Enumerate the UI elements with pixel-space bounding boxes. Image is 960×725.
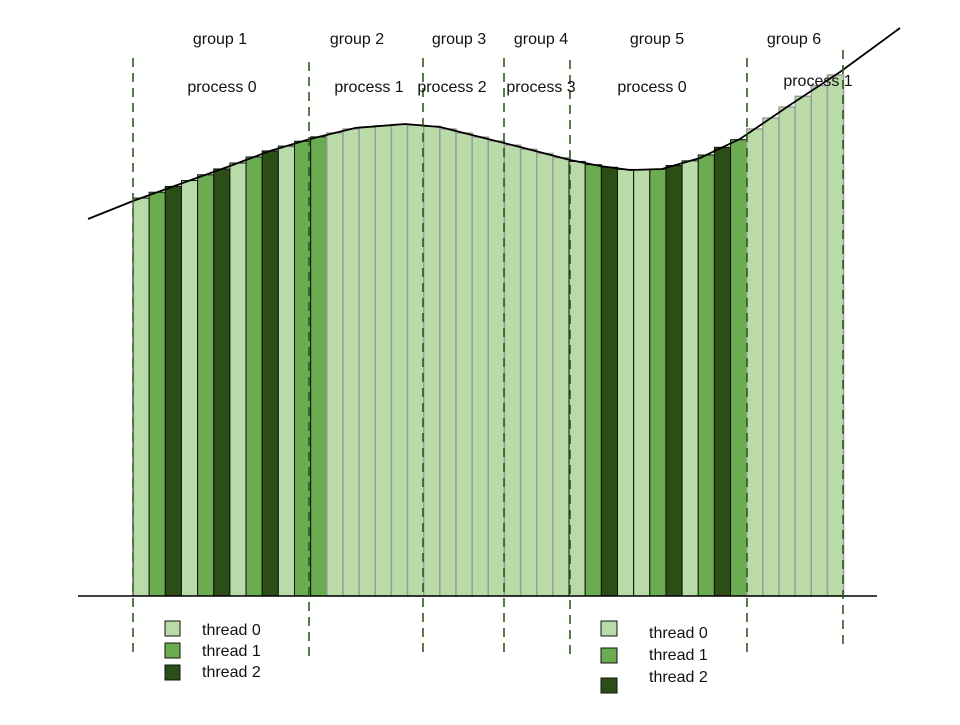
process-label-4: process 3 (506, 79, 575, 96)
bar-20 (439, 128, 457, 597)
bar-23 (487, 140, 506, 597)
group-label-2: group 2 (330, 31, 384, 48)
process-labels: process 0 process 1 process 2 process 3 … (187, 73, 852, 96)
bar-31 (617, 168, 635, 597)
bar-21 (455, 132, 473, 597)
bar-8 (245, 156, 263, 597)
bar-13 (326, 132, 344, 597)
bar-24 (503, 144, 522, 597)
legend-left-label-thread-2: thread 2 (202, 664, 261, 681)
bar-4 (180, 180, 199, 597)
bar-15 (358, 126, 376, 597)
bar-29 (584, 164, 602, 597)
group-labels: group 1 group 2 group 3 group 4 group 5 … (193, 31, 821, 48)
bar-33 (649, 168, 667, 597)
group-label-6: group 6 (767, 31, 821, 48)
legend-right-label-thread-1: thread 1 (649, 647, 708, 664)
bars-layer (132, 74, 845, 597)
group-label-4: group 4 (514, 31, 568, 48)
process-label-2: process 1 (334, 79, 403, 96)
process-label-1: process 0 (187, 79, 256, 96)
bar-9 (261, 150, 279, 597)
bar-28 (568, 160, 586, 597)
function-curve (87, 27, 901, 220)
bar-36 (697, 154, 715, 597)
bar-7 (229, 162, 247, 597)
legend-right-label-thread-2: thread 2 (649, 669, 708, 686)
bar-14 (342, 128, 360, 597)
bar-30 (600, 166, 618, 597)
legend-right-swatch-thread-0 (600, 620, 618, 637)
bar-37 (713, 146, 732, 597)
bar-32 (633, 169, 651, 597)
bar-44 (826, 74, 845, 597)
bar-26 (536, 152, 554, 597)
bar-1 (132, 197, 150, 597)
group-dividers (132, 50, 844, 658)
legend-right-swatch-thread-1 (600, 647, 618, 664)
legend-left-label-thread-1: thread 1 (202, 643, 261, 660)
legend-left-swatch-thread-2 (164, 664, 181, 681)
process-label-6: process 1 (783, 73, 852, 90)
process-label-5: process 0 (617, 79, 686, 96)
bar-43 (810, 84, 829, 597)
bar-35 (681, 160, 699, 597)
bar-34 (665, 165, 683, 597)
process-label-3: process 2 (417, 79, 486, 96)
group-label-3: group 3 (432, 31, 486, 48)
legend-right-swatch-thread-2 (600, 677, 618, 694)
bar-39 (746, 128, 764, 597)
bar-2 (148, 191, 166, 597)
bar-16 (374, 125, 393, 597)
bar-41 (778, 106, 796, 597)
bar-5 (197, 174, 215, 597)
bar-42 (794, 95, 813, 597)
bar-40 (762, 117, 780, 597)
legend-left: thread 0 thread 1 thread 2 (164, 620, 261, 681)
legend-right: thread 0 thread 1 thread 2 (600, 620, 708, 694)
bar-25 (519, 148, 538, 597)
bar-6 (213, 168, 231, 597)
bar-10 (277, 145, 296, 597)
legend-left-swatch-thread-1 (164, 642, 181, 659)
bar-17 (390, 123, 409, 597)
legend-right-label-thread-0: thread 0 (649, 625, 708, 642)
group-label-5: group 5 (630, 31, 684, 48)
bar-3 (164, 185, 182, 597)
legend-left-swatch-thread-0 (164, 620, 181, 637)
bar-22 (471, 136, 489, 597)
bar-12 (310, 136, 328, 597)
bar-27 (552, 156, 570, 597)
bar-18 (406, 124, 425, 597)
group-label-1: group 1 (193, 31, 247, 48)
bar-38 (730, 139, 748, 597)
legend-left-label-thread-0: thread 0 (202, 622, 261, 639)
bar-19 (423, 125, 441, 597)
